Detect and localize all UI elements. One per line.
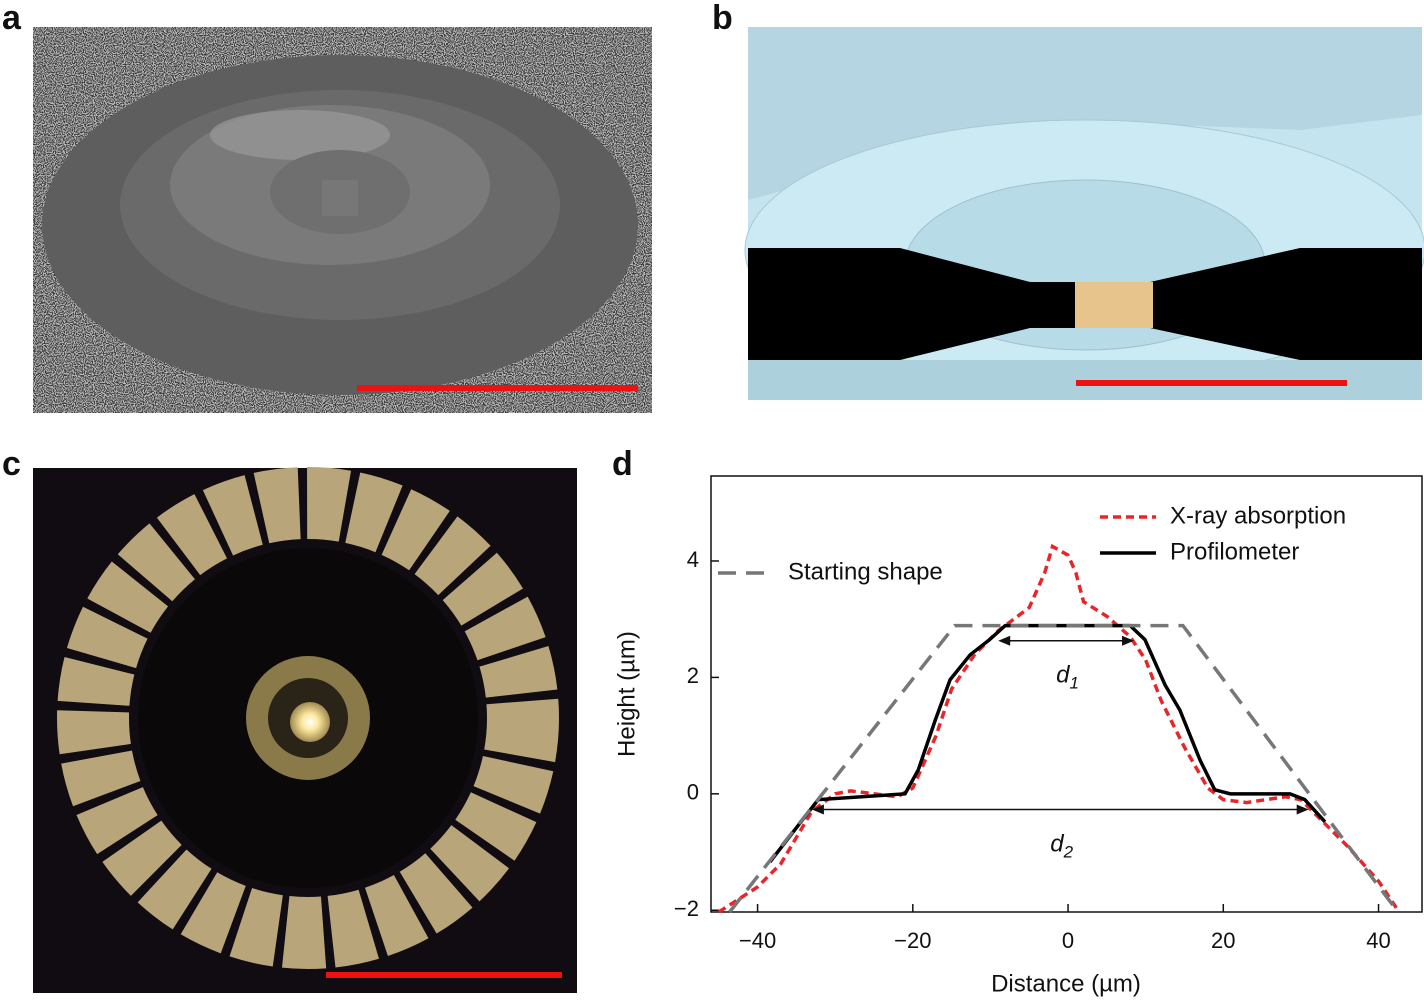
y-axis-label: Height (µm)	[613, 631, 640, 757]
x-tick-label: −40	[739, 928, 776, 953]
arrow-head	[998, 635, 1011, 646]
y-tick-label: 2	[687, 663, 699, 688]
y-tick-label: −2	[674, 896, 699, 921]
x-tick-label: −20	[894, 928, 931, 953]
panel-c-image	[33, 467, 577, 993]
data-line	[717, 543, 1400, 914]
legend-label: Profilometer	[1170, 538, 1299, 565]
plot-frame	[710, 475, 1423, 913]
x-axis-label: Distance (µm)	[991, 970, 1141, 997]
legend-label: Starting shape	[788, 558, 943, 585]
annotation-label: d2	[1050, 831, 1073, 862]
panel-label: a	[2, 0, 22, 37]
x-tick-label: 40	[1366, 928, 1390, 953]
arrow-head	[1296, 804, 1309, 815]
panel-label: b	[712, 0, 733, 37]
annotation-subscript: 1	[1069, 674, 1078, 693]
data-line	[728, 623, 1400, 914]
annotation-letter: d	[1056, 662, 1070, 689]
data-line	[768, 623, 1327, 864]
arrow-head	[1122, 635, 1135, 646]
legend-label: X-ray absorption	[1170, 502, 1346, 529]
annotation-subscript: 2	[1063, 843, 1074, 862]
x-tick-label: 0	[1062, 928, 1074, 953]
annotation-label: d1	[1056, 662, 1079, 693]
panel-a-image	[33, 27, 652, 413]
x-tick-label: 20	[1211, 928, 1235, 953]
panel-label: d	[612, 445, 633, 483]
arrow-head	[811, 804, 824, 815]
annotation-letter: d	[1050, 831, 1064, 858]
panel-b-image	[744, 27, 1424, 400]
y-tick-label: 4	[687, 547, 699, 572]
panel-label: c	[2, 445, 21, 483]
y-tick-label: 0	[687, 780, 699, 805]
